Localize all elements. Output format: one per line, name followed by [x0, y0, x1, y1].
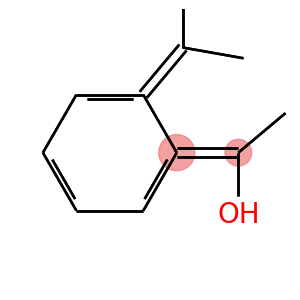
- Circle shape: [225, 139, 252, 166]
- Circle shape: [159, 135, 195, 171]
- Text: OH: OH: [217, 201, 260, 229]
